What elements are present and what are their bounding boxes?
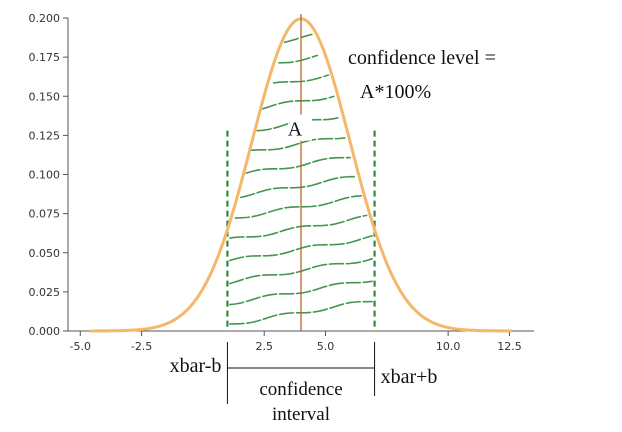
interval-label-line1: confidence [259,379,342,400]
hatch-stroke [283,33,313,44]
hatch-stroke [229,214,368,239]
y-tick-label: 0.125 [29,129,61,142]
area-label-background [290,114,312,141]
hatch-stroke [261,95,335,110]
confidence-level-formula: A*100% [360,81,431,103]
hatch-stroke [234,195,363,219]
interval-label-line2: interval [272,404,330,425]
y-tick-label: 0.100 [29,169,61,182]
hatch-stroke [245,156,352,174]
x-tick-label: 10.0 [436,340,461,353]
y-tick-label: 0.050 [29,247,61,260]
lower-bound-label: xbar-b [170,355,222,377]
x-tick-label: 5.0 [317,340,335,353]
hatch-stroke [251,137,346,151]
y-tick-label: 0.175 [29,51,61,64]
x-tick-label: -5.0 [70,340,91,353]
hatch-stroke [278,54,319,64]
y-tick-label: 0.150 [29,90,61,103]
y-axis-ticks: 0.000 0.025 0.050 0.075 0.100 0.125 0.150 0.175… [29,12,68,338]
upper-bound-label: xbar+b [381,366,438,388]
x-tick-label: -2.5 [131,340,152,353]
area-label: A [288,119,303,141]
y-tick-label: 0.025 [29,286,61,299]
y-tick-label: 0.000 [29,325,61,338]
x-tick-label: 12.5 [497,340,522,353]
confidence-level-label: confidence level = [348,47,496,69]
y-tick-label: 0.075 [29,208,61,221]
y-tick-label: 0.200 [29,12,61,25]
x-axis-ticks: -5.0 -2.5 2.5 5.0 10.0 12.5 [70,331,522,353]
x-tick-label: 2.5 [255,340,273,353]
hatch-stroke [240,175,357,199]
